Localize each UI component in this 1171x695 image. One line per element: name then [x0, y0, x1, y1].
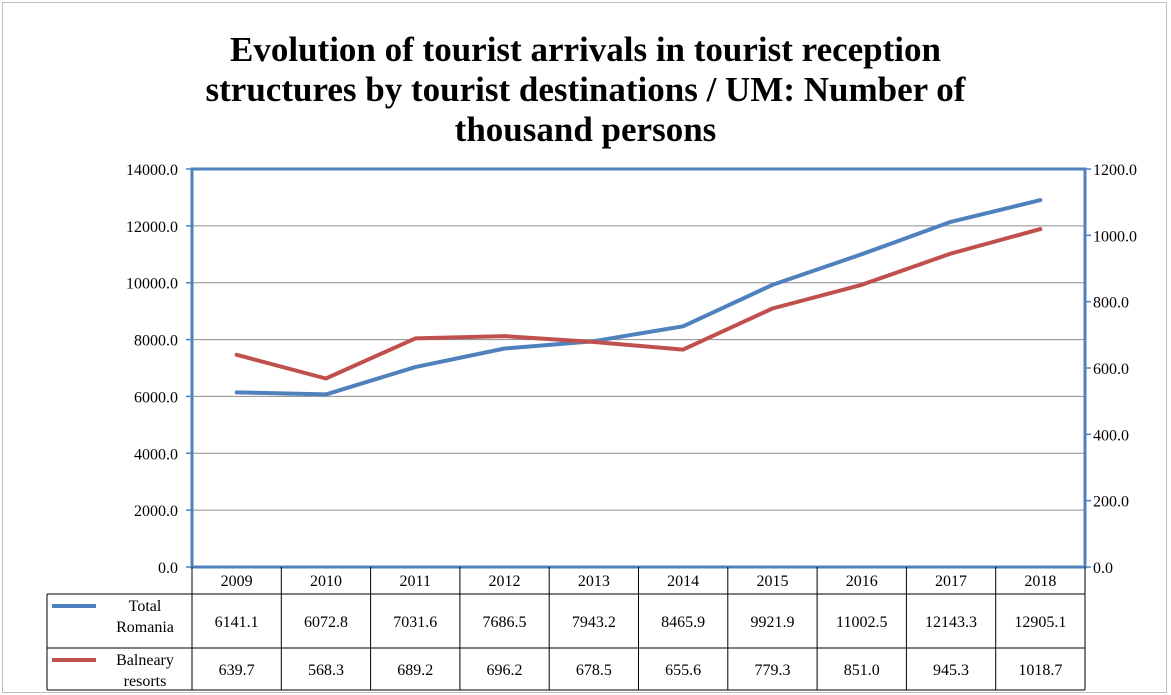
legend-label-line-2: resorts: [124, 673, 167, 690]
series-lines: [234, 198, 1043, 397]
data-label: 1018.7: [1018, 662, 1062, 679]
y-axis-right: 0.0 200.0 400.0 600.0 800.0 1000.0 1200.0: [1085, 162, 1137, 577]
data-label: 6141.1: [215, 614, 259, 631]
data-label: 6072.8: [304, 614, 348, 631]
chart-title-line-3: thousand persons: [454, 110, 717, 149]
x-tick-label: 2014: [667, 573, 699, 590]
data-label: 7031.6: [393, 614, 437, 631]
data-label: 655.6: [665, 662, 701, 679]
x-tick-label: 2016: [846, 573, 878, 590]
gridlines: [192, 225, 1085, 511]
plot-area-border: [190, 167, 1087, 569]
data-label: 639.7: [219, 662, 255, 679]
data-label: 7686.5: [483, 614, 527, 631]
y-left-tick-label: 0.0: [158, 560, 178, 577]
y-left-tick-label: 6000.0: [134, 389, 178, 406]
y-right-tick-label: 600.0: [1093, 361, 1129, 378]
y-right-tick-label: 0.0: [1093, 560, 1113, 577]
chart-title-line-1: Evolution of tourist arrivals in tourist…: [230, 30, 941, 69]
x-tick-label: 2012: [489, 573, 521, 590]
x-tick-label: 2017: [935, 573, 967, 590]
y-right-tick-label: 400.0: [1093, 427, 1129, 444]
data-label: 945.3: [933, 662, 969, 679]
x-tick-label: 2010: [310, 573, 342, 590]
data-label: 8465.9: [661, 614, 705, 631]
y-left-tick-label: 14000.0: [126, 162, 178, 179]
data-table: 2009 2010 2011 2012 2013 2014 2015 2016 2017 2018…: [46, 567, 1086, 691]
y-left-tick-label: 10000.0: [126, 276, 178, 293]
series-line-2: [234, 227, 1043, 381]
data-label: 568.3: [308, 662, 344, 679]
data-label: 851.0: [844, 662, 880, 679]
chart-title: Evolution of tourist arrivals in tourist…: [0, 30, 1171, 150]
data-label: 12143.3: [925, 614, 977, 631]
legend-label-line-2: Romania: [116, 619, 174, 636]
y-right-tick-label: 200.0: [1093, 494, 1129, 511]
data-label: 12905.1: [1014, 614, 1066, 631]
data-label: 689.2: [397, 662, 433, 679]
x-tick-label: 2011: [400, 573, 431, 590]
x-tick-label: 2009: [221, 573, 253, 590]
data-label: 11002.5: [836, 614, 887, 631]
data-label: 7943.2: [572, 614, 616, 631]
data-label: 678.5: [576, 662, 612, 679]
y-left-tick-label: 4000.0: [134, 446, 178, 463]
x-tick-label: 2018: [1024, 573, 1056, 590]
y-right-tick-label: 800.0: [1093, 295, 1129, 312]
y-left-tick-label: 2000.0: [134, 503, 178, 520]
data-label: 9921.9: [750, 614, 794, 631]
x-tick-label: 2015: [756, 573, 788, 590]
data-label: 779.3: [754, 662, 790, 679]
y-right-tick-label: 1000.0: [1093, 228, 1137, 245]
legend-label-line-1: Balneary: [116, 652, 174, 669]
y-right-tick-label: 1200.0: [1093, 162, 1137, 179]
x-tick-label: 2013: [578, 573, 610, 590]
y-axis-left: 0.0 2000.0 4000.0 6000.0 8000.0 10000.0 12000.…: [126, 162, 192, 577]
y-left-tick-label: 8000.0: [134, 333, 178, 350]
plot-area-outline: [190, 167, 1087, 569]
data-label: 696.2: [487, 662, 523, 679]
chart-title-line-2: structures by tourist destinations / UM:…: [205, 70, 966, 109]
y-left-tick-label: 12000.0: [126, 219, 178, 236]
series-line-1: [234, 198, 1043, 397]
legend-label-line-1: Total: [129, 598, 162, 615]
